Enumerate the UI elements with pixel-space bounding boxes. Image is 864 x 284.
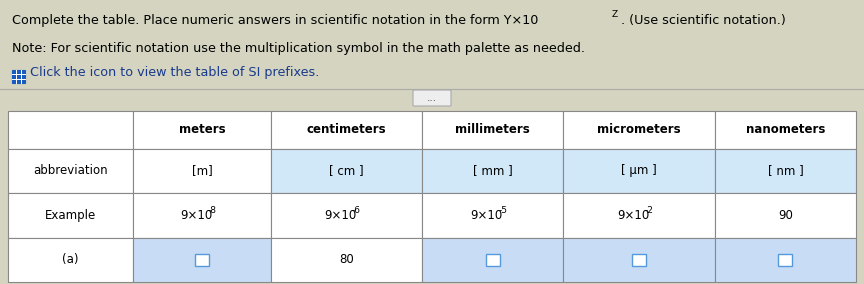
Bar — [270, 111, 422, 149]
Text: Example: Example — [45, 209, 96, 222]
Text: 9×10: 9×10 — [180, 209, 213, 222]
Text: 90: 90 — [778, 209, 793, 222]
Bar — [270, 237, 422, 282]
Text: Complete the table. Place numeric answers in scientific notation in the form Y×1: Complete the table. Place numeric answer… — [12, 14, 538, 27]
Bar — [422, 193, 563, 237]
Bar — [715, 237, 856, 282]
Text: 9×10: 9×10 — [324, 209, 357, 222]
Bar — [8, 149, 133, 193]
FancyBboxPatch shape — [12, 70, 25, 83]
Text: millimeters: millimeters — [455, 123, 530, 136]
Bar — [8, 111, 133, 149]
Bar — [778, 254, 792, 266]
Text: . (Use scientific notation.): . (Use scientific notation.) — [621, 14, 785, 27]
Text: Z: Z — [612, 10, 618, 19]
Bar — [715, 149, 856, 193]
Bar — [486, 254, 500, 266]
Text: -5: -5 — [499, 206, 507, 215]
Bar — [133, 111, 270, 149]
Bar — [133, 193, 270, 237]
Text: centimeters: centimeters — [307, 123, 386, 136]
Bar — [8, 193, 133, 237]
Bar — [270, 193, 422, 237]
Text: -8: -8 — [207, 206, 217, 215]
Text: [ nm ]: [ nm ] — [767, 164, 804, 177]
Bar — [563, 193, 715, 237]
Bar — [715, 193, 856, 237]
Text: (a): (a) — [62, 253, 79, 266]
Bar — [563, 149, 715, 193]
Bar — [195, 254, 209, 266]
Bar — [133, 237, 270, 282]
Text: [ cm ]: [ cm ] — [329, 164, 364, 177]
FancyBboxPatch shape — [413, 90, 451, 106]
Text: micrometers: micrometers — [597, 123, 681, 136]
Bar — [563, 237, 715, 282]
Text: nanometers: nanometers — [746, 123, 825, 136]
Text: -2: -2 — [645, 206, 653, 215]
Text: Click the icon to view the table of SI prefixes.: Click the icon to view the table of SI p… — [30, 66, 320, 79]
Bar — [422, 111, 563, 149]
Bar — [422, 149, 563, 193]
Text: [ mm ]: [ mm ] — [473, 164, 512, 177]
Bar — [133, 149, 270, 193]
Bar — [563, 111, 715, 149]
Text: [m]: [m] — [192, 164, 213, 177]
Text: abbreviation: abbreviation — [34, 164, 108, 177]
Text: -6: -6 — [352, 206, 361, 215]
Text: 80: 80 — [340, 253, 354, 266]
Text: [ μm ]: [ μm ] — [621, 164, 657, 177]
Text: ...: ... — [427, 93, 437, 103]
Text: 9×10: 9×10 — [617, 209, 649, 222]
Text: meters: meters — [179, 123, 226, 136]
Bar — [632, 254, 646, 266]
Text: 9×10: 9×10 — [471, 209, 503, 222]
Bar — [8, 237, 133, 282]
Bar — [270, 149, 422, 193]
Text: Note: For scientific notation use the multiplication symbol in the math palette : Note: For scientific notation use the mu… — [12, 42, 585, 55]
Bar — [715, 111, 856, 149]
Bar — [422, 237, 563, 282]
